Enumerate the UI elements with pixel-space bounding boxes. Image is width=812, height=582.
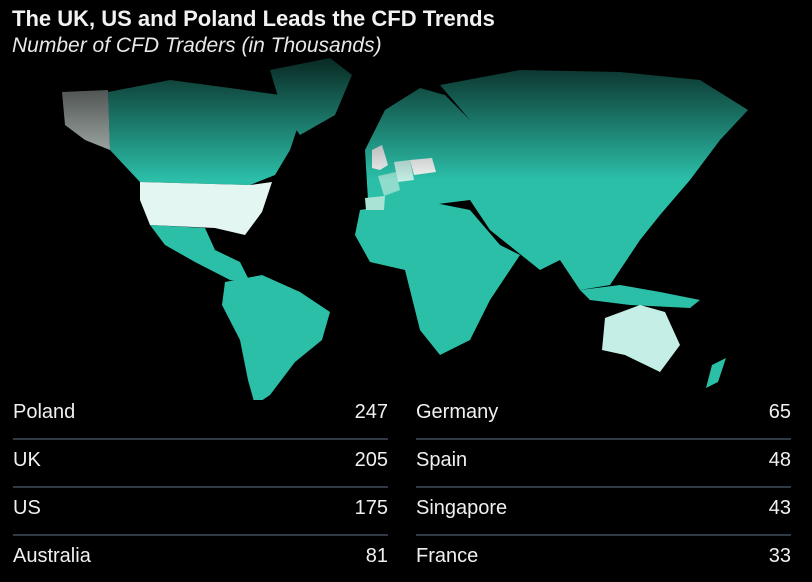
- table-row: France 33: [416, 536, 791, 582]
- table-row: Singapore 43: [416, 488, 791, 536]
- value-label: 205: [354, 449, 388, 471]
- table-row: Spain 48: [416, 440, 791, 488]
- country-label: France: [416, 545, 479, 567]
- value-label: 247: [354, 401, 388, 423]
- world-map: [0, 0, 812, 400]
- country-label: Singapore: [416, 497, 508, 519]
- table-row: Germany 65: [416, 392, 791, 440]
- chart-subtitle: Number of CFD Traders (in Thousands): [12, 34, 382, 57]
- value-label: 43: [768, 497, 791, 519]
- value-label: 175: [354, 497, 388, 519]
- table-right: Germany 65 Spain 48 Singapore 43 France 33: [416, 392, 791, 582]
- table-left: Poland 247 UK 205 US 175 Australia 81: [13, 392, 388, 582]
- country-label: Poland: [13, 401, 76, 423]
- country-label: UK: [13, 449, 41, 471]
- table-row: Poland 247: [13, 392, 388, 440]
- table-row: UK 205: [13, 440, 388, 488]
- country-label: Australia: [13, 545, 91, 567]
- value-label: 65: [768, 401, 791, 423]
- table-row: Australia 81: [13, 536, 388, 582]
- value-label: 48: [768, 449, 791, 471]
- chart-title: The UK, US and Poland Leads the CFD Tren…: [12, 6, 495, 31]
- value-label: 81: [365, 545, 388, 567]
- value-label: 33: [768, 545, 791, 567]
- table-row: US 175: [13, 488, 388, 536]
- country-label: US: [13, 497, 41, 519]
- country-label: Spain: [416, 449, 468, 471]
- country-label: Germany: [416, 401, 499, 423]
